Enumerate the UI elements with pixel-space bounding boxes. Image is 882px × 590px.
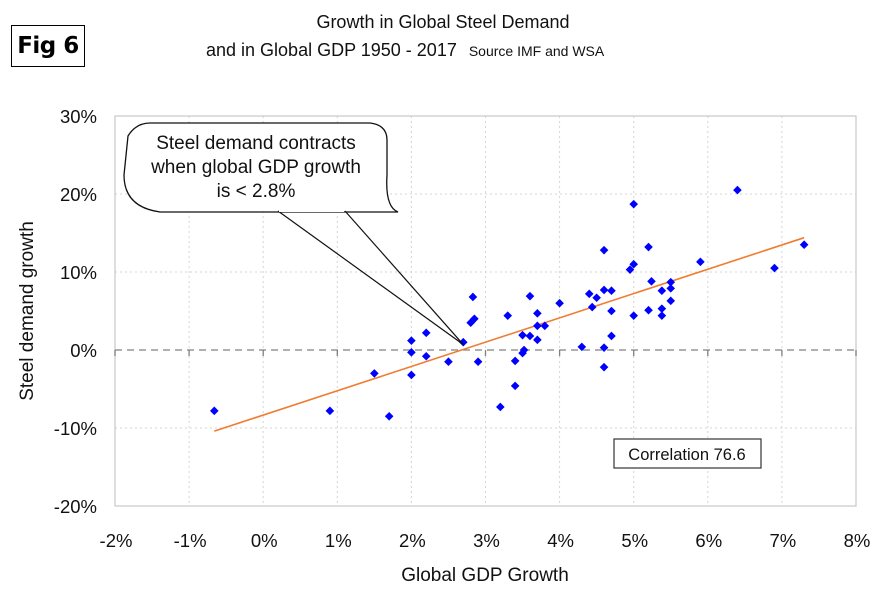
data-point <box>510 356 520 366</box>
data-point <box>657 286 667 296</box>
x-axis-label: Global GDP Growth <box>401 565 569 586</box>
data-point <box>599 362 609 372</box>
data-point <box>657 304 667 313</box>
data-point <box>799 240 809 249</box>
data-point <box>607 306 616 316</box>
data-point <box>533 335 542 345</box>
data-point <box>421 351 431 361</box>
callout-text-line: Steel demand contracts <box>156 133 356 154</box>
chart-subtitle-row: and in Global GDP 1950 - 2017 Source IMF … <box>206 40 604 61</box>
data-point <box>666 284 676 293</box>
data-point <box>540 321 550 331</box>
data-point <box>770 263 779 273</box>
y-tick-label: 30% <box>60 106 97 127</box>
data-point <box>518 330 527 340</box>
x-tick-label: 1% <box>325 530 352 551</box>
x-tick-label: 5% <box>621 530 648 551</box>
x-tick-label: 3% <box>473 530 500 551</box>
data-point <box>525 291 535 301</box>
callout-pointer-line <box>344 210 464 345</box>
data-point <box>644 242 653 252</box>
data-point <box>599 343 609 352</box>
x-tick-label: -2% <box>100 530 133 551</box>
data-point <box>470 314 479 324</box>
data-point <box>370 369 379 378</box>
data-point <box>533 321 542 331</box>
data-point <box>587 302 597 312</box>
y-tick-label: 10% <box>60 262 97 283</box>
data-point <box>533 309 542 318</box>
trendline-group <box>214 236 805 432</box>
data-point <box>458 337 468 347</box>
x-tick-label: 4% <box>547 530 574 551</box>
data-point <box>629 259 638 269</box>
data-point <box>629 199 638 209</box>
x-axis-ticks: -2% -1% 0% 1% 2% 3% 4% 5% 6% 7% 8% <box>100 530 871 551</box>
chart-source: Source IMF and WSA <box>468 43 605 59</box>
callout-text-line: is < 2.8% <box>217 181 296 202</box>
data-point <box>592 293 601 303</box>
zero-line <box>114 349 857 356</box>
data-point <box>629 311 638 320</box>
data-point <box>209 406 219 416</box>
data-point <box>599 285 609 295</box>
data-point <box>647 277 656 286</box>
data-point <box>407 348 416 357</box>
y-axis-ticks: 30% 20% 10% 0% -10% -20% <box>54 106 97 517</box>
x-tick-label: 7% <box>770 530 797 551</box>
data-point <box>577 342 587 352</box>
data-point <box>519 345 529 355</box>
x-tick-label: -1% <box>174 530 207 551</box>
data-point <box>584 289 594 299</box>
data-point <box>607 286 616 296</box>
chart-subtitle: and in Global GDP 1950 - 2017 <box>206 40 457 60</box>
data-point <box>496 402 505 412</box>
data-point <box>666 277 676 287</box>
correlation-annotation: Correlation 76.6 <box>613 438 762 469</box>
y-tick-label: 0% <box>70 340 97 361</box>
figure-label: Fig 6 <box>11 25 85 67</box>
data-point <box>384 412 394 421</box>
data-point <box>325 406 335 416</box>
data-point <box>666 296 676 306</box>
data-point <box>510 381 520 391</box>
correlation-text: Correlation 76.6 <box>628 446 745 464</box>
data-point <box>733 185 742 195</box>
data-point <box>657 311 667 320</box>
x-tick-label: 2% <box>399 530 426 551</box>
callout-annotation: Steel demand contracts when global GDP gr… <box>123 122 464 346</box>
callout-pointer-line <box>277 210 464 346</box>
callout-gap <box>279 206 344 212</box>
data-points <box>209 185 809 421</box>
chart-title: Growth in Global Steel Demand <box>316 12 570 32</box>
plot-area <box>114 115 857 507</box>
data-point <box>696 257 705 267</box>
x-tick-label: 8% <box>844 530 871 551</box>
correlation-box <box>613 438 762 469</box>
y-tick-label: 20% <box>60 184 97 205</box>
data-point <box>503 311 513 320</box>
data-point <box>466 318 475 327</box>
data-point <box>607 331 616 341</box>
data-point <box>473 357 483 366</box>
y-tick-label: -10% <box>54 418 97 439</box>
y-axis-label: Steel demand growth <box>17 221 38 401</box>
data-point <box>444 357 453 366</box>
trendline <box>214 236 805 432</box>
data-point <box>421 328 431 338</box>
data-point <box>644 305 653 315</box>
y-tick-label: -20% <box>54 496 97 517</box>
data-point <box>555 298 564 308</box>
data-point <box>407 336 416 345</box>
data-point <box>407 370 416 380</box>
data-point <box>468 292 478 302</box>
data-point <box>625 265 635 274</box>
data-point <box>599 245 609 255</box>
callout-text-line: when global GDP growth <box>150 157 361 178</box>
gridlines <box>115 116 856 506</box>
data-point <box>525 331 535 341</box>
x-tick-label: 6% <box>695 530 722 551</box>
x-tick-label: 0% <box>251 530 278 551</box>
